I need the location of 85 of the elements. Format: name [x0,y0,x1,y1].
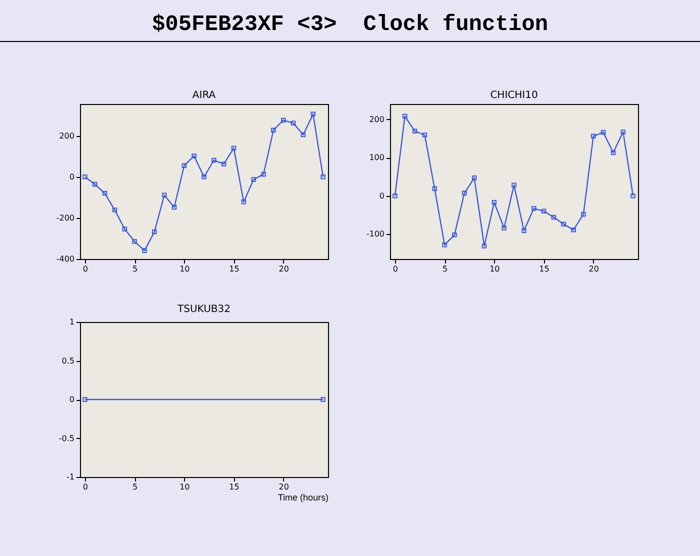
point [522,228,526,234]
point [142,248,147,253]
point [432,186,438,191]
point [392,193,398,198]
y-tick-label: -1 [66,472,74,482]
point [492,200,497,205]
point [412,128,418,134]
chart-title: CHICHI10 [490,90,538,101]
y-tick-label: -0.5 [58,434,74,443]
point [162,192,167,198]
point [192,154,196,158]
point [620,130,626,134]
y-tick-label: 1 [69,318,74,326]
x-tick-label: 0 [82,482,88,492]
x-tick-label: 10 [180,482,190,492]
x-tick-label: 10 [180,264,190,274]
point [502,226,506,230]
point [202,174,206,180]
x-tick-label: 5 [132,482,138,492]
point [630,193,636,198]
chart-title: TSUKUB32 [176,304,230,315]
point [132,239,137,244]
point [531,206,536,211]
point [482,244,487,248]
point [600,130,606,135]
point [551,214,556,220]
x-tick-label: 15 [539,264,550,274]
chart-title: AIRA [192,90,216,101]
point [82,174,88,180]
line-series [392,114,636,248]
point [512,182,516,188]
x-tick-label: 0 [392,264,398,274]
point [231,146,236,151]
x-tick-label: 20 [278,264,289,274]
x-tick-label: 20 [588,264,599,274]
x-tick-label: 5 [442,264,448,274]
point [452,232,457,238]
point [122,226,128,232]
point [300,132,306,138]
y-tick-label: 200 [369,114,384,124]
y-tick-label: -200 [56,213,74,222]
point [472,175,477,180]
point [172,204,177,210]
x-tick-label: 15 [229,264,240,274]
point [212,158,216,163]
x-tick-label: 5 [132,264,138,274]
point [271,128,276,132]
x-tick-label: 0 [82,264,88,274]
point [280,118,286,123]
point [112,208,118,212]
point [462,190,467,196]
x-tick-label: 15 [229,482,240,492]
y-tick-label: 0 [69,395,74,404]
point [541,208,546,214]
point [581,212,586,217]
x-tick-label: 10 [490,264,500,274]
point [571,228,576,232]
y-tick-label: 100 [369,153,384,162]
point [561,222,566,227]
point [102,190,108,196]
point [251,177,256,182]
y-tick-label: -400 [56,254,74,264]
y-tick-label: 0.5 [62,356,74,366]
point [241,200,246,204]
line-series [82,112,326,253]
point [261,172,266,177]
point [221,162,226,166]
y-tick-label: -100 [366,230,384,239]
text: $05FEB23XF <3> Clock function [150,12,550,37]
y-tick-label: 200 [59,131,74,140]
point [402,114,408,119]
y-tick-label: 0 [379,191,384,200]
point [92,182,98,187]
point [442,242,447,248]
x-axis-title: Time (hours) [278,492,328,502]
x-tick-label: 20 [278,482,289,492]
point [182,163,187,168]
point [590,134,596,139]
point [310,112,316,116]
point [290,120,296,126]
y-tick-label: 0 [69,172,74,182]
point [610,150,616,155]
point [320,174,326,180]
point [152,230,157,234]
point [422,132,428,138]
